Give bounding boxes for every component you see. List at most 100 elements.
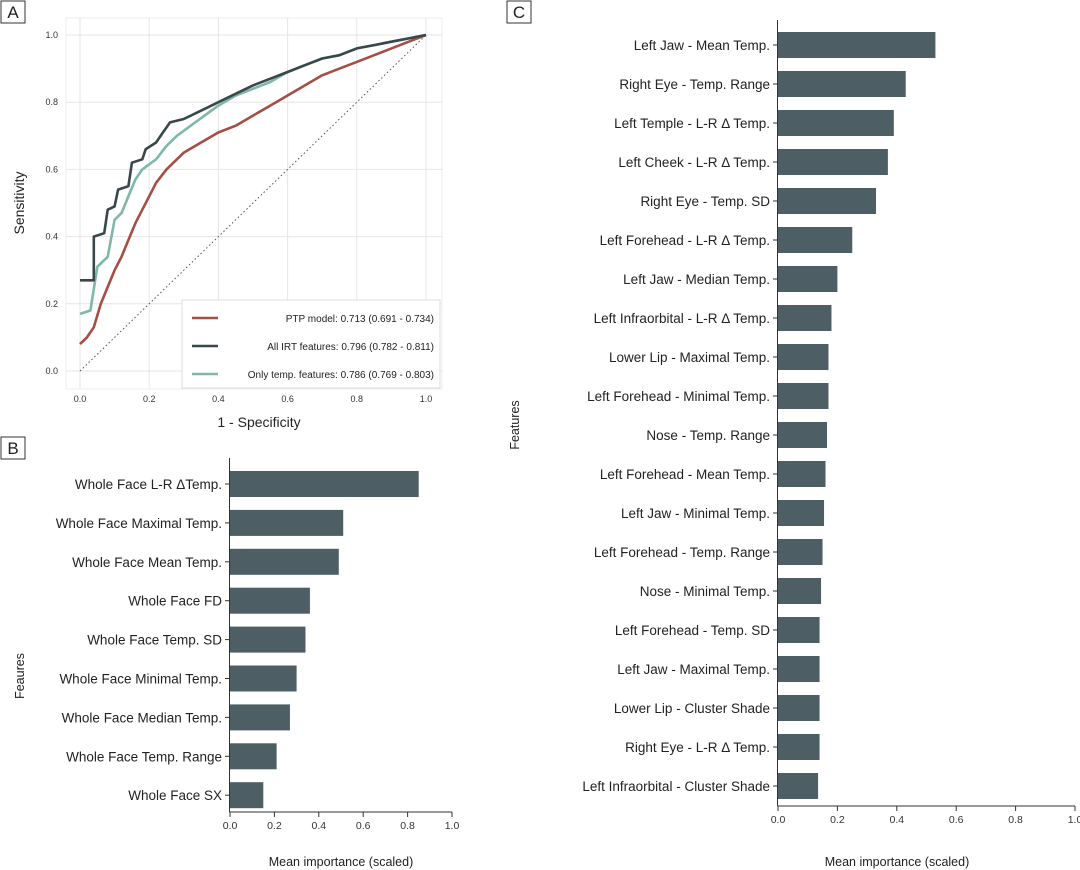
roc-y-tick-label: 0.0 [45, 366, 58, 376]
bar-x-tick-label: 0.4 [889, 814, 904, 826]
panel-label-a: A [7, 3, 19, 22]
roc-y-tick-label: 0.8 [45, 97, 58, 107]
roc-y-ticks: 0.0 0.2 0.4 0.6 0.8 1.0 [45, 30, 58, 376]
feature-label: Left Infraorbital - L-R Δ Temp. [594, 311, 770, 326]
feature-label: Left Forehead - Temp. SD [615, 623, 770, 638]
bar-x-tick-label: 0.6 [356, 820, 371, 832]
panel-label-c-box: C [506, 0, 532, 24]
feature-importance-bar [778, 71, 906, 97]
bar-panel-b-axes [225, 458, 453, 817]
bar-panel-c: Left Jaw - Mean Temp. Right Eye - Temp. R… [508, 20, 1080, 869]
bar-panel-c-x-axis-title: Mean importance (scaled) [825, 855, 970, 869]
roc-x-axis-title: 1 - Specificity [217, 414, 300, 430]
bar-panel-b: Whole Face L-R ΔTemp. Whole Face Maximal … [13, 458, 459, 869]
feature-label: Whole Face Temp. Range [66, 749, 222, 764]
feature-label: Left Forehead - Mean Temp. [600, 467, 770, 482]
feature-label: Right Eye - Temp. SD [640, 194, 770, 209]
roc-x-tick-label: 0.2 [143, 394, 156, 404]
feature-label: Left Cheek - L-R Δ Temp. [618, 155, 770, 170]
feature-label: Nose - Temp. Range [646, 428, 770, 443]
feature-importance-bar [778, 422, 828, 448]
feature-importance-bar [778, 578, 822, 604]
feature-label: Left Forehead - Minimal Temp. [587, 389, 770, 404]
bar-panel-c-axes [773, 20, 1076, 811]
feature-label: Nose - Minimal Temp. [640, 584, 770, 599]
feature-importance-bar [778, 149, 888, 175]
bar-x-tick-label: 0.2 [830, 814, 845, 826]
roc-line-all-irt [80, 33, 427, 282]
feature-importance-bar [230, 626, 306, 653]
feature-label: Whole Face Minimal Temp. [59, 672, 222, 687]
feature-importance-bar [230, 743, 277, 770]
bar-x-tick-label: 0.0 [223, 820, 238, 832]
bar-x-tick-label: 0.8 [1008, 814, 1023, 826]
roc-x-tick-label: 0.6 [281, 394, 294, 404]
feature-label: Lower Lip - Maximal Temp. [609, 350, 770, 365]
feature-label: Left Forehead - Temp. Range [594, 545, 770, 560]
roc-line-ptp [79, 33, 427, 346]
feature-importance-bar [230, 471, 419, 497]
feature-label: Left Temple - L-R Δ Temp. [614, 116, 770, 131]
feature-importance-bar [778, 305, 832, 331]
roc-y-tick-label: 0.4 [45, 232, 58, 242]
feature-importance-bar [778, 227, 853, 253]
roc-lines [79, 33, 427, 346]
bar-x-tick-label: 1.0 [445, 820, 460, 832]
bar-panel-b-bars [230, 471, 419, 809]
roc-y-axis-title: Sensitivity [11, 171, 27, 234]
roc-chance-line [79, 34, 427, 372]
feature-importance-bar [778, 344, 829, 370]
roc-x-tick-label: 0.0 [74, 394, 87, 404]
feature-label: Left Jaw - Maximal Temp. [617, 662, 770, 677]
bar-panel-b-ticks: 0.0 0.2 0.4 0.6 0.8 1.0 [223, 820, 460, 832]
feature-label: Left Infraorbital - Cluster Shade [582, 779, 770, 794]
feature-label: Lower Lip - Cluster Shade [614, 701, 770, 716]
bar-x-tick-label: 1.0 [1068, 814, 1080, 826]
feature-label: Whole Face SX [128, 788, 222, 803]
feature-importance-bar [778, 383, 829, 409]
feature-importance-bar [230, 587, 310, 614]
roc-x-tick-label: 0.8 [351, 394, 364, 404]
bar-panel-b-x-axis-title: Mean importance (scaled) [269, 855, 414, 869]
roc-legend-label: PTP model: 0.713 (0.691 - 0.734) [286, 314, 434, 325]
feature-label: Left Jaw - Median Temp. [623, 272, 770, 287]
bar-x-tick-label: 0.4 [311, 820, 326, 832]
bar-panel-c-bars [778, 32, 936, 799]
feature-importance-bar [230, 548, 339, 575]
bar-panel-b-y-axis-title: Feaures [13, 653, 27, 699]
bar-x-tick-label: 0.0 [771, 814, 786, 826]
feature-importance-bar [778, 266, 838, 292]
feature-importance-bar [230, 665, 297, 692]
feature-importance-bar [778, 539, 823, 565]
panel-label-b: B [7, 439, 18, 458]
feature-label: Left Forehead - L-R Δ Temp. [600, 233, 770, 248]
feature-importance-bar [778, 656, 820, 682]
panel-label-a-box: A [0, 0, 26, 24]
feature-label: Whole Face Temp. SD [87, 633, 222, 648]
feature-label: Left Jaw - Minimal Temp. [621, 506, 770, 521]
feature-importance-bar [778, 617, 820, 643]
feature-label: Whole Face L-R ΔTemp. [75, 477, 222, 492]
feature-importance-bar [778, 461, 826, 487]
feature-label: Whole Face Mean Temp. [72, 555, 222, 570]
feature-importance-bar [230, 509, 344, 536]
panel-label-b-box: B [0, 436, 26, 460]
roc-legend-label: All IRT features: 0.796 (0.782 - 0.811) [267, 342, 434, 353]
bar-panel-b-categories: Whole Face L-R ΔTemp. Whole Face Maximal … [56, 477, 223, 803]
roc-legend-box [181, 299, 441, 389]
feature-importance-bar [778, 695, 820, 721]
roc-legend: PTP model: 0.713 (0.691 - 0.734) All IRT … [181, 299, 441, 389]
feature-label: Right Eye - L-R Δ Temp. [625, 740, 770, 755]
feature-importance-bar [230, 704, 290, 731]
feature-importance-bar [778, 188, 877, 214]
feature-importance-bar [778, 110, 894, 136]
roc-diagonal [79, 34, 427, 372]
roc-legend-label: Only temp. features: 0.786 (0.769 - 0.80… [248, 370, 434, 381]
feature-importance-bar [778, 500, 825, 526]
feature-label: Left Jaw - Mean Temp. [634, 38, 770, 53]
bar-x-tick-label: 0.8 [400, 820, 415, 832]
feature-label: Right Eye - Temp. Range [619, 77, 770, 92]
bar-x-tick-label: 0.2 [267, 820, 282, 832]
